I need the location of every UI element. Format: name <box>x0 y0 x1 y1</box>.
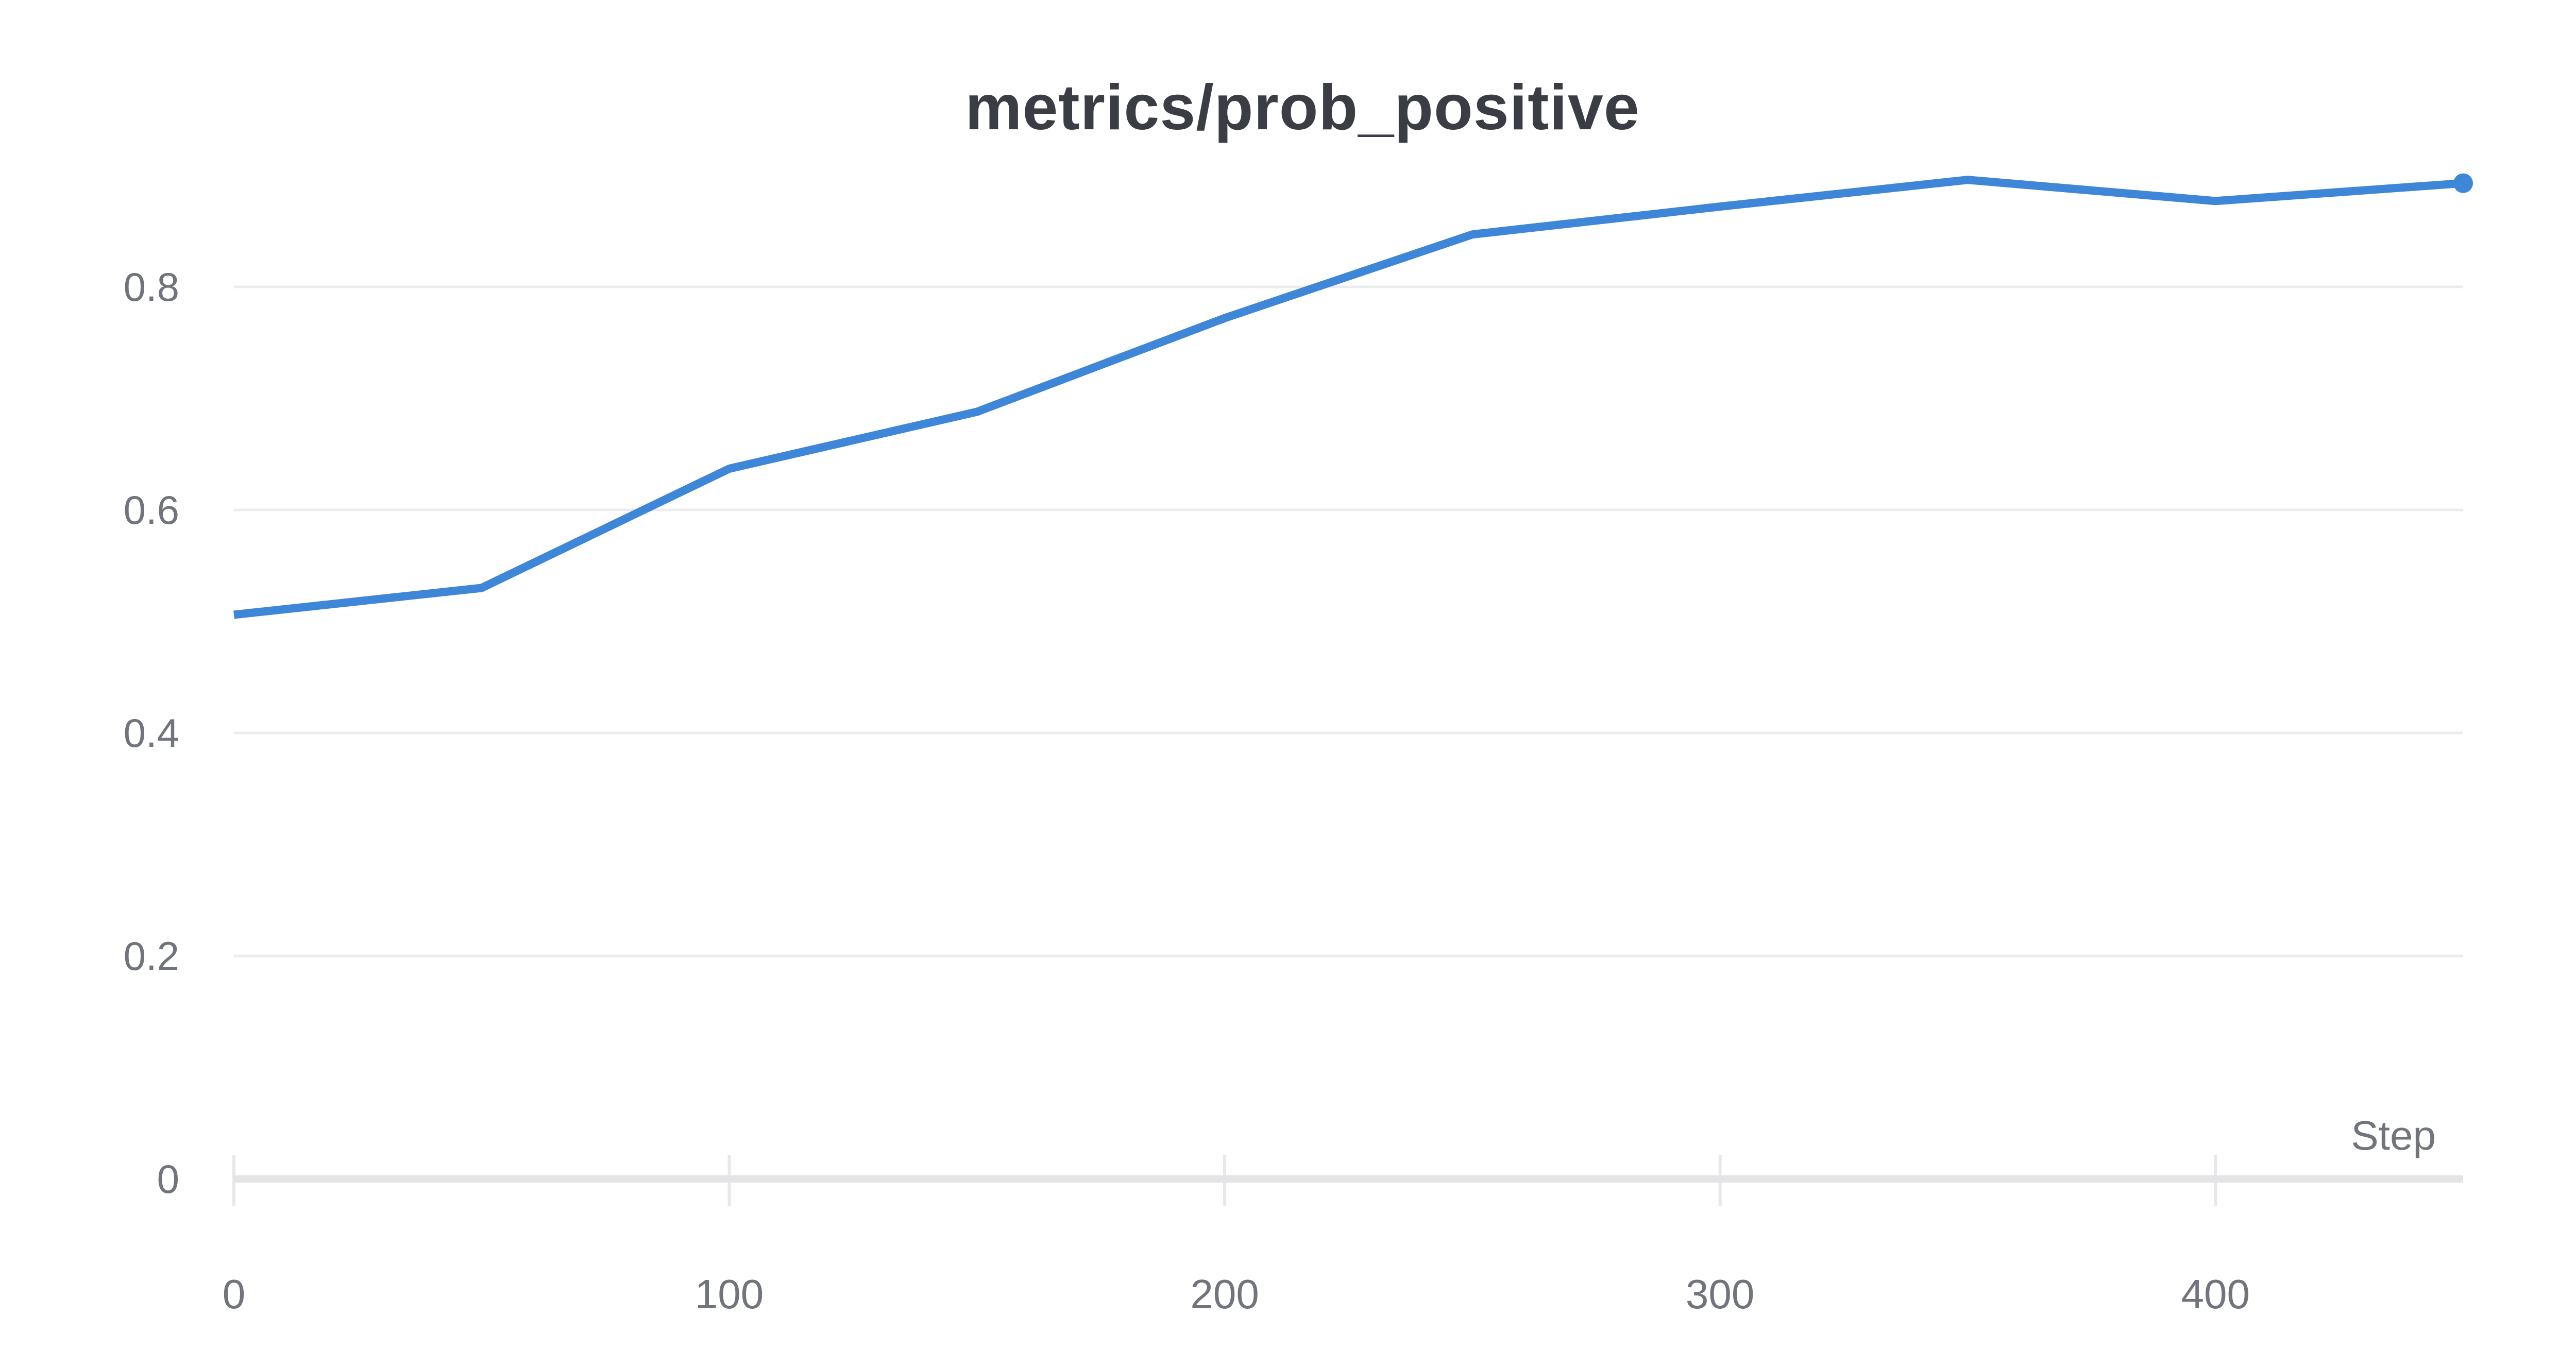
y-tick-label: 0.4 <box>124 710 179 756</box>
x-tick-label: 400 <box>2181 1271 2249 1317</box>
x-tick-label: 0 <box>223 1271 246 1317</box>
y-tick-label: 0.6 <box>124 487 179 533</box>
x-tick-label: 100 <box>695 1271 764 1317</box>
x-tick-label: 200 <box>1190 1271 1259 1317</box>
y-tick-label: 0 <box>157 1156 179 1202</box>
data-line <box>233 176 2464 619</box>
y-tick-label: 0.8 <box>124 264 179 310</box>
x-axis-title: Step <box>2351 1113 2436 1158</box>
chart-title: metrics/prob_positive <box>965 72 1640 143</box>
x-tick-label: 300 <box>1686 1271 1754 1317</box>
last-point-marker <box>2453 173 2473 193</box>
y-tick-label: 0.2 <box>124 933 179 979</box>
